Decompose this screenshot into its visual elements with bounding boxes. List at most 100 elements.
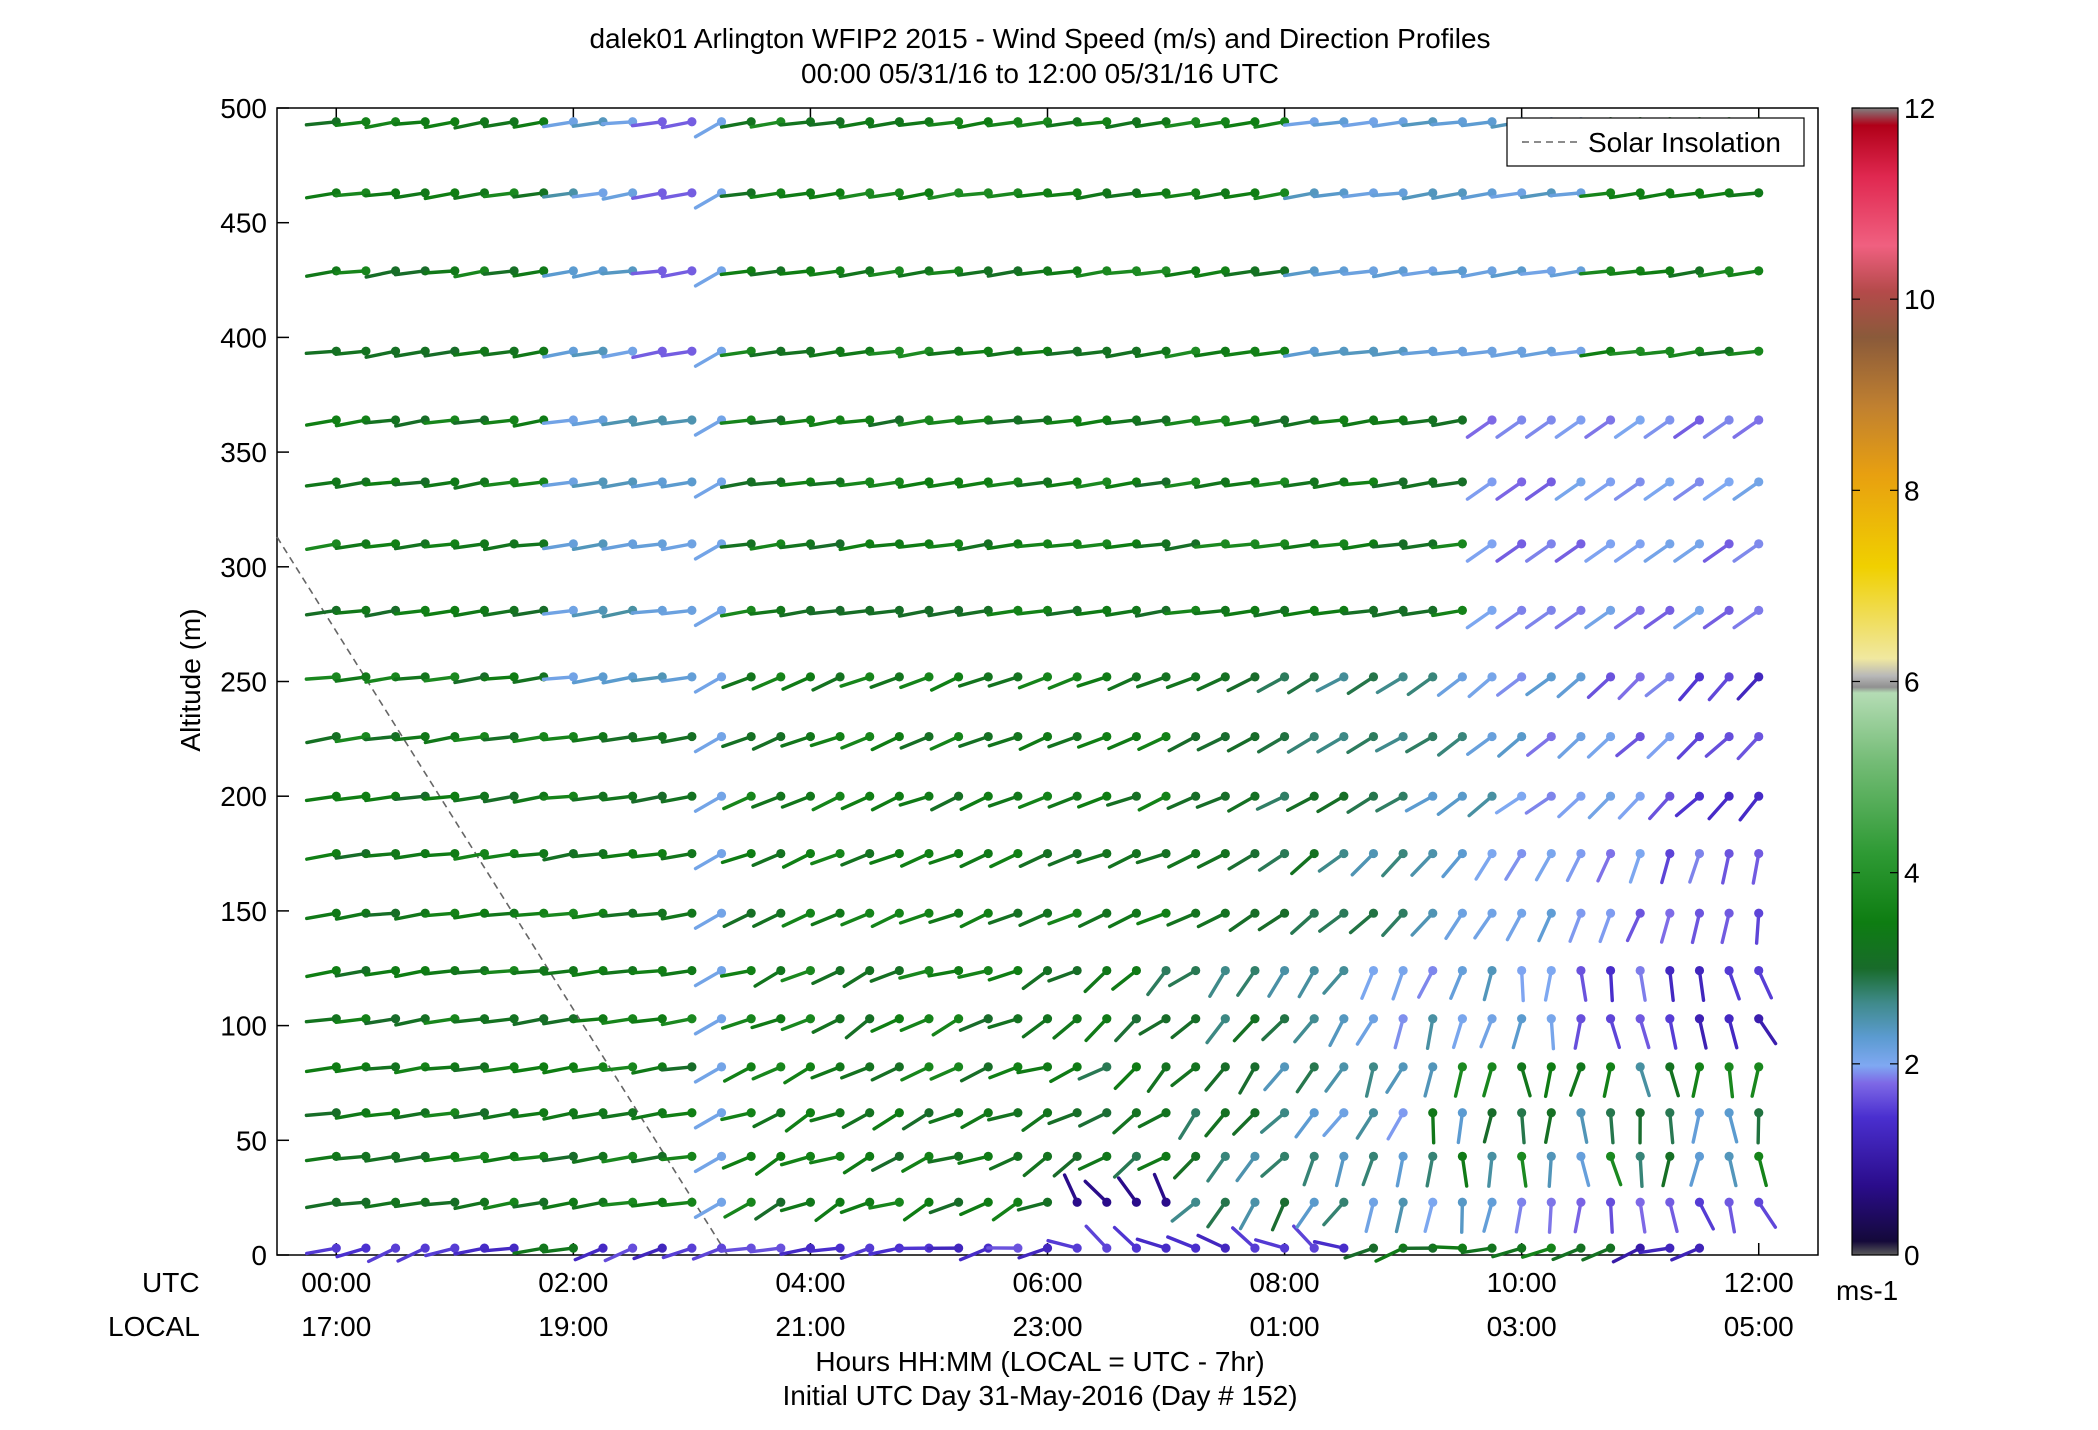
wind-barb-dot xyxy=(628,1108,637,1117)
wind-barb-dot xyxy=(1428,909,1437,918)
wind-barb-dot xyxy=(1606,1014,1615,1023)
wind-barb-dot xyxy=(1458,732,1467,741)
wind-barb-dot xyxy=(806,849,815,858)
wind-barb-dot xyxy=(1547,1244,1556,1253)
wind-barb-dot xyxy=(450,1198,459,1207)
wind-barb-dot xyxy=(1280,849,1289,858)
x-tick-label-utc: 04:00 xyxy=(775,1267,845,1298)
wind-barb-dot xyxy=(717,732,726,741)
wind-barb-dot xyxy=(1043,909,1052,918)
wind-barb-dot xyxy=(1724,477,1733,486)
wind-barb-dot xyxy=(1754,266,1763,275)
wind-barb-dot xyxy=(1310,1198,1319,1207)
wind-barb-dot xyxy=(1310,1014,1319,1023)
wind-barb-dot xyxy=(895,732,904,741)
wind-barb-dot xyxy=(361,266,370,275)
wind-barb-dot xyxy=(835,1062,844,1071)
wind-barb-dot xyxy=(1517,1152,1526,1161)
wind-barb-dot xyxy=(1399,1014,1408,1023)
chart-subtitle: 00:00 05/31/16 to 12:00 05/31/16 UTC xyxy=(801,58,1279,89)
wind-barb-dot xyxy=(895,188,904,197)
wind-barb-dot xyxy=(776,792,785,801)
wind-barb-dot xyxy=(1161,1108,1170,1117)
wind-barb-dot xyxy=(835,1244,844,1253)
wind-barb-dot xyxy=(1428,966,1437,975)
wind-barb-dot xyxy=(835,672,844,681)
wind-barb-dot xyxy=(1724,606,1733,615)
wind-barb-dot xyxy=(1102,1244,1111,1253)
wind-barb-dot xyxy=(1369,849,1378,858)
wind-barb-dot xyxy=(1250,909,1259,918)
x-axis-label-initial-day: Initial UTC Day 31-May-2016 (Day # 152) xyxy=(782,1380,1297,1411)
colorbar-tick-label: 6 xyxy=(1904,667,1920,698)
wind-barb-dot xyxy=(1250,1014,1259,1023)
x-tick-label-utc: 00:00 xyxy=(301,1267,371,1298)
wind-barb-dot xyxy=(1487,606,1496,615)
wind-barb-dot xyxy=(1576,539,1585,548)
wind-barb-dot xyxy=(1606,849,1615,858)
wind-barb-dot xyxy=(1754,1062,1763,1071)
wind-barb-dot xyxy=(1102,117,1111,126)
wind-barb-dot xyxy=(1073,792,1082,801)
wind-barb-dot xyxy=(1636,539,1645,548)
wind-barb-dot xyxy=(1428,1108,1437,1117)
wind-barb-dot xyxy=(1102,672,1111,681)
wind-barb-dot xyxy=(1310,792,1319,801)
wind-barb-dot xyxy=(1280,1152,1289,1161)
wind-barb-dot xyxy=(598,347,607,356)
wind-barb-dot xyxy=(1665,849,1674,858)
wind-barb-dot xyxy=(1428,1152,1437,1161)
wind-barb-dot xyxy=(687,732,696,741)
wind-barb-dot xyxy=(1576,849,1585,858)
wind-barb-dot xyxy=(1073,1062,1082,1071)
wind-barb-dot xyxy=(1339,909,1348,918)
wind-barb-dot xyxy=(1339,672,1348,681)
wind-barb-dot xyxy=(1102,1152,1111,1161)
wind-barb-dot xyxy=(1221,1244,1230,1253)
colorbar-tick-label: 12 xyxy=(1904,93,1935,124)
wind-barb-dot xyxy=(1399,966,1408,975)
wind-barb-dot xyxy=(1221,1108,1230,1117)
wind-barb-dot xyxy=(806,966,815,975)
wind-barb-dot xyxy=(806,1108,815,1117)
wind-barb-dot xyxy=(1606,1062,1615,1071)
wind-barb-dot xyxy=(1606,1244,1615,1253)
wind-barb-dot xyxy=(687,1108,696,1117)
wind-barb-dot xyxy=(1013,909,1022,918)
wind-barb-dot xyxy=(1606,732,1615,741)
wind-barb-dot xyxy=(1310,849,1319,858)
wind-barb-dot xyxy=(539,347,548,356)
wind-barb-dot xyxy=(984,1014,993,1023)
wind-barb-dot xyxy=(1280,415,1289,424)
wind-barb-dot xyxy=(1161,672,1170,681)
wind-barb-dot xyxy=(1665,792,1674,801)
wind-barb-dot xyxy=(1547,966,1556,975)
wind-barb-dot xyxy=(1310,966,1319,975)
wind-barb-dot xyxy=(717,909,726,918)
wind-barb-dot xyxy=(1665,1014,1674,1023)
wind-barb-dot xyxy=(1695,1108,1704,1117)
wind-barb-dot xyxy=(1339,1108,1348,1117)
wind-barb-dot xyxy=(361,117,370,126)
wind-barb-dot xyxy=(391,1244,400,1253)
wind-barb-dot xyxy=(1310,1244,1319,1253)
wind-barb-dot xyxy=(1547,1152,1556,1161)
wind-barb-dot xyxy=(628,792,637,801)
wind-barb-dot xyxy=(924,1062,933,1071)
wind-barb-dot xyxy=(1754,966,1763,975)
wind-barb-dot xyxy=(391,1014,400,1023)
wind-barb-dot xyxy=(1547,415,1556,424)
wind-barb-dot xyxy=(1636,415,1645,424)
wind-barb-dot xyxy=(1073,1244,1082,1253)
wind-barb-dot xyxy=(1724,415,1733,424)
wind-barb-dot xyxy=(1339,1198,1348,1207)
wind-barb-dot xyxy=(1576,732,1585,741)
wind-barb-dot xyxy=(1339,1152,1348,1161)
wind-barb-dot xyxy=(1695,909,1704,918)
wind-barb-dot xyxy=(717,966,726,975)
wind-barb-dot xyxy=(1576,1108,1585,1117)
wind-barb-dot xyxy=(1665,606,1674,615)
wind-barb-dot xyxy=(1339,1062,1348,1071)
y-tick-label: 250 xyxy=(220,667,267,698)
